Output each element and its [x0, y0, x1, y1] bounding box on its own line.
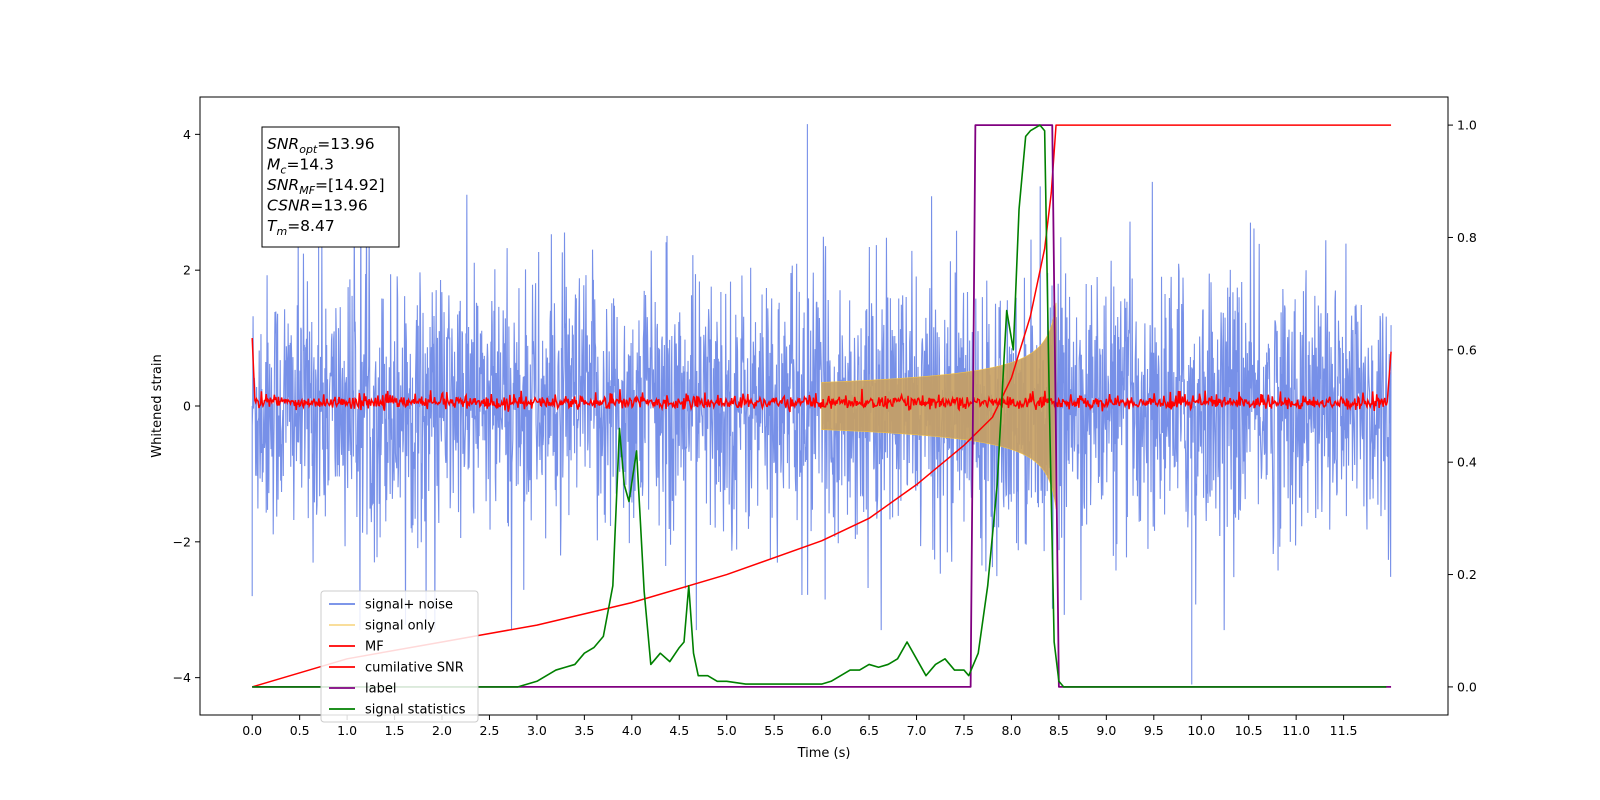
x-tick-label: 8.5 [1049, 723, 1069, 738]
legend-frame [320, 590, 479, 723]
annotation-box: SNRopt=13.96Mc=14.3SNRMF=[14.92]CSNR=13.… [261, 126, 400, 248]
x-tick-label: 4.0 [622, 723, 642, 738]
x-tick-label: 7.0 [907, 723, 927, 738]
y2-tick-label: 0.6 [1457, 342, 1477, 357]
x-tick-label: 3.0 [527, 723, 547, 738]
x-tick-label: 1.0 [337, 723, 357, 738]
legend-label: MF [365, 640, 384, 655]
x-tick-label: 0.0 [242, 723, 262, 738]
x-tick-label: 3.5 [574, 723, 594, 738]
x-axis-label: Time (s) [797, 746, 851, 761]
x-tick-label: 5.0 [717, 723, 737, 738]
x-tick-label: 11.5 [1330, 723, 1358, 738]
x-tick-label: 4.5 [669, 723, 689, 738]
legend-label: signal only [365, 619, 435, 634]
x-tick-label: 1.5 [385, 723, 405, 738]
legend-label: label [365, 682, 396, 697]
x-tick-label: 8.0 [1001, 723, 1021, 738]
x-tick-label: 11.0 [1282, 723, 1310, 738]
x-tick-label: 9.0 [1096, 723, 1116, 738]
legend: signal+ noise signal only MF cumilative SNR… [320, 590, 479, 723]
annotation-line: SNRMF=[14.92] [267, 176, 385, 197]
series-signal-statistics [252, 124, 1387, 688]
y-tick-label: 4 [183, 127, 191, 142]
x-tick-label: 9.5 [1144, 723, 1164, 738]
y2-tick-label: 0.0 [1457, 679, 1477, 694]
axes: 0.0 0.5 1.0 1.5 2.0 2.5 3.0 3.5 4.0 4.5 5.0 5.5 6.0 6… [173, 118, 1477, 738]
annotation-line: Tm=8.47 [267, 217, 335, 238]
annotation-frame [261, 126, 400, 248]
x-tick-label: 2.5 [480, 723, 500, 738]
x-tick-label: 2.0 [432, 723, 452, 738]
y-tick-label: −4 [173, 670, 191, 685]
series-mf [251, 338, 1392, 413]
legend-label: signal+ noise [365, 598, 453, 613]
x-tick-label: 10.5 [1235, 723, 1263, 738]
x-tick-label: 5.5 [764, 723, 784, 738]
y2-tick-label: 0.8 [1457, 230, 1477, 245]
x-tick-label: 6.0 [812, 723, 832, 738]
x-tick-label: 7.5 [954, 723, 974, 738]
y2-tick-label: 0.4 [1457, 455, 1477, 470]
y-axis-label: Whitened strain [150, 354, 165, 457]
legend-label: signal statistics [365, 703, 466, 718]
plot-area [251, 124, 1392, 688]
annotation-line: Mc=14.3 [267, 156, 334, 177]
x-tick-label: 6.5 [859, 723, 879, 738]
y2-tick-label: 0.2 [1457, 567, 1477, 582]
y-tick-label: 2 [183, 263, 191, 278]
annotation-line: SNRopt=13.96 [267, 135, 375, 156]
x-tick-label: 0.5 [290, 723, 310, 738]
y-tick-label: −2 [173, 534, 191, 549]
y-tick-label: 0 [183, 399, 191, 414]
annotation-line: CSNR=13.96 [267, 197, 368, 215]
x-tick-label: 10.0 [1187, 723, 1215, 738]
legend-label: cumilative SNR [365, 661, 464, 676]
y2-tick-label: 1.0 [1457, 118, 1477, 133]
